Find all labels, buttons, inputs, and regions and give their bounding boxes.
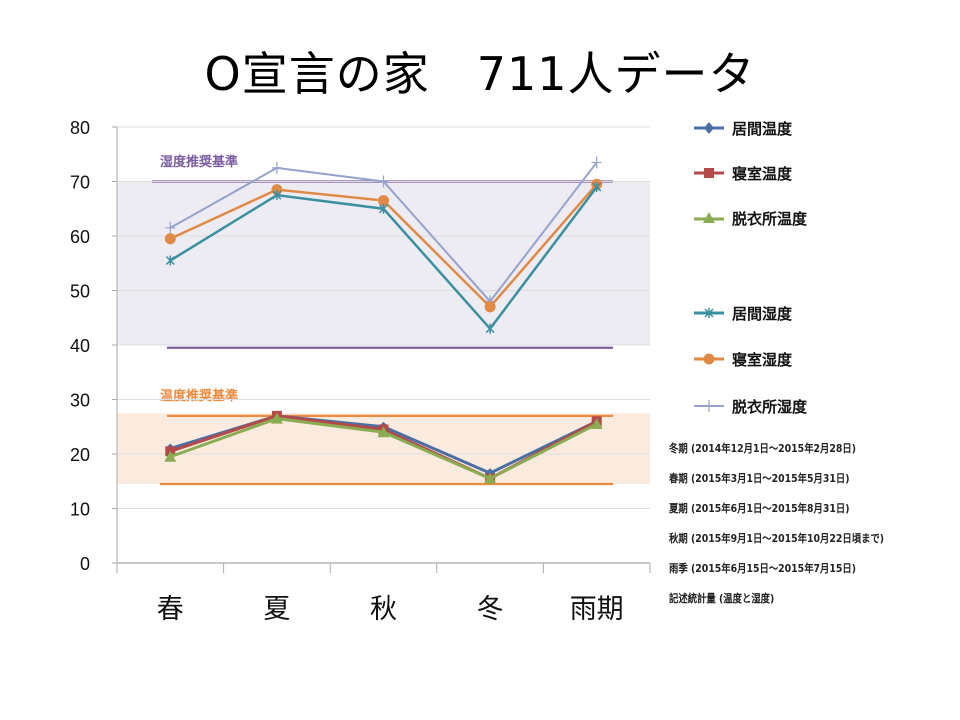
asterisk-marker-icon: [694, 308, 724, 318]
square-marker-icon: [694, 168, 724, 178]
y-tick-label: 20: [70, 445, 90, 465]
series-lines: [164, 156, 603, 484]
plus-marker-icon: [271, 161, 282, 174]
note-winter: 冬期 (2014年12月1日～2015年2月28日): [669, 442, 857, 455]
legend-item-bedroom-humidity: 寝室湿度: [694, 349, 792, 369]
y-tick-label: 0: [80, 554, 90, 574]
circle-marker-icon: [484, 301, 496, 313]
legend-item-bedroom-temp: 寝室温度: [694, 163, 792, 183]
triangle-marker-icon: [484, 472, 497, 484]
y-tick-label: 80: [70, 118, 90, 138]
legend-item-living-temp: 居間温度: [694, 118, 792, 138]
plus-marker-icon: [165, 221, 176, 234]
axes: 0 10 20 30 40 50 60 70 80 春 夏 秋 冬 雨期: [70, 118, 651, 625]
asterisk-marker-icon: [165, 255, 175, 266]
plus-marker-icon: [378, 175, 389, 188]
x-category-label: 春: [157, 594, 184, 625]
asterisk-marker-icon: [592, 181, 602, 192]
band-label: 温度推奨基準: [160, 388, 238, 404]
asterisk-marker-icon: [378, 203, 389, 214]
plus-marker-icon: [694, 400, 724, 412]
triangle-marker-icon: [377, 426, 390, 438]
y-tick-label: 50: [70, 282, 90, 302]
triangle-marker-icon: [270, 412, 283, 424]
triangle-marker-icon: [590, 418, 603, 430]
y-tick-label: 30: [70, 391, 90, 411]
series-triangle: [164, 412, 603, 484]
triangle-marker-icon: [164, 450, 177, 462]
series-asterisk: [165, 181, 602, 334]
legend-item-living-humidity: 居間湿度: [694, 303, 792, 323]
y-tick-label: 70: [70, 173, 90, 193]
triangle-marker-icon: [694, 212, 724, 223]
diamond-marker-icon: [694, 122, 724, 134]
page-title: O宣言の家 711人データ: [204, 47, 756, 101]
asterisk-marker-icon: [485, 323, 495, 334]
note-statistics: 記述統計量 (温度と湿度): [669, 592, 775, 605]
y-tick-label: 10: [70, 500, 90, 520]
legend-item-dressing-temp: 脱衣所温度: [694, 208, 807, 228]
note-autumn: 秋期 (2015年9月1日～2015年10月22日頃まで): [669, 532, 885, 545]
series-plus: [165, 156, 602, 308]
legend-item-dressing-humidity: 脱衣所湿度: [694, 396, 807, 416]
x-category-label: 夏: [263, 594, 290, 625]
note-rainy: 雨季 (2015年6月15日～2015年7月15日): [669, 562, 857, 575]
band-label: 湿度推奨基準: [160, 154, 238, 170]
asterisk-marker-icon: [272, 190, 282, 201]
circle-marker-icon: [694, 353, 724, 365]
x-category-label: 雨期: [570, 594, 624, 625]
y-tick-label: 60: [70, 227, 90, 247]
circle-marker-icon: [378, 195, 389, 207]
plus-marker-icon: [591, 156, 602, 169]
x-category-label: 秋: [370, 594, 397, 625]
y-tick-label: 40: [70, 336, 90, 356]
note-spring: 春期 (2015年3月1日～2015年5月31日): [669, 472, 850, 485]
circle-marker-icon: [164, 233, 176, 245]
x-category-label: 冬: [477, 594, 504, 625]
note-summer: 夏期 (2015年6月1日～2015年8月31日): [669, 502, 850, 515]
